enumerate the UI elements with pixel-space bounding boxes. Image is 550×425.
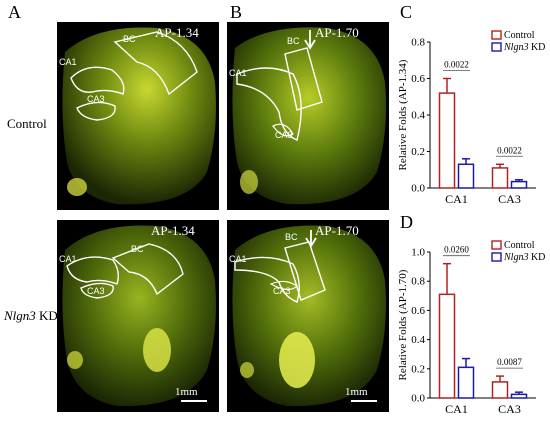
x-tick-label: CA1 bbox=[445, 192, 468, 206]
y-tick-label: 0.4 bbox=[411, 334, 425, 346]
x-tick-label: CA3 bbox=[498, 402, 521, 416]
x-tick-label: CA1 bbox=[445, 402, 468, 416]
y-tick-label: 1.0 bbox=[411, 247, 425, 259]
legend-label: Nlgn3 KD bbox=[503, 252, 545, 263]
micrograph-a-control: AP-1.34 BC CA1 CA3 bbox=[57, 22, 219, 210]
region-label-ca1: CA1 bbox=[59, 254, 77, 264]
micrograph-b-kd: AP-1.70 BC CA1 CA3 1mm bbox=[227, 220, 389, 412]
region-label-bc: BC bbox=[287, 36, 300, 46]
micrograph-b-control: AP-1.70 BC CA1 CA3 bbox=[227, 22, 389, 210]
row-label-kd-suffix: KD bbox=[35, 308, 58, 323]
ap-label: AP-1.34 bbox=[151, 223, 195, 238]
region-label-ca3: CA3 bbox=[87, 286, 105, 296]
legend-swatch bbox=[491, 252, 502, 262]
region-label-ca3: CA3 bbox=[87, 94, 105, 104]
panel-letter-d: D bbox=[400, 212, 413, 232]
scale-bar-label: 1mm bbox=[175, 386, 198, 398]
y-axis-label: Relative Folds (AP-1.34) bbox=[397, 59, 409, 170]
bar bbox=[491, 167, 509, 189]
p-value-label: 0.0087 bbox=[497, 357, 522, 367]
panel-letter-c: C bbox=[400, 2, 413, 22]
region-label-ca3: CA3 bbox=[275, 130, 293, 140]
legend-label: Control bbox=[504, 240, 535, 251]
y-tick-label: 0.0 bbox=[411, 183, 425, 195]
panel-letter-a: A bbox=[8, 2, 21, 22]
legend-label: Control bbox=[504, 30, 535, 41]
micrograph-b-kd-svg bbox=[232, 225, 386, 407]
region-label-ca1: CA1 bbox=[229, 68, 247, 78]
bar bbox=[491, 381, 509, 399]
y-tick-label: 0.2 bbox=[411, 146, 425, 158]
ap-label: AP-1.34 bbox=[155, 25, 199, 40]
p-value-label: 0.0260 bbox=[444, 245, 469, 255]
y-tick-label: 0.4 bbox=[411, 110, 425, 122]
region-label-ca1: CA1 bbox=[229, 254, 247, 264]
legend-swatch bbox=[491, 30, 502, 40]
ap-label: AP-1.70 bbox=[315, 25, 359, 40]
y-tick-label: 0.0 bbox=[411, 393, 425, 405]
legend-swatch bbox=[491, 240, 502, 250]
scale-bar-label: 1mm bbox=[345, 386, 368, 398]
row-label-kd-gene: Nlgn3 bbox=[4, 308, 36, 323]
bar bbox=[457, 163, 475, 189]
bar bbox=[438, 293, 456, 399]
bar bbox=[438, 92, 456, 189]
row-label-kd: Nlgn3 KD bbox=[4, 308, 58, 324]
row-label-control: Control bbox=[7, 116, 47, 131]
y-axis-label: Relative Folds (AP-1.70) bbox=[397, 269, 409, 380]
region-label-bc: BC bbox=[285, 232, 298, 242]
x-tick-label: CA3 bbox=[498, 192, 521, 206]
bar bbox=[457, 366, 475, 399]
region-label-bc: BC bbox=[123, 34, 136, 44]
p-value-label: 0.0022 bbox=[444, 60, 469, 70]
y-tick-label: 0.8 bbox=[411, 37, 425, 49]
bar bbox=[510, 180, 528, 189]
y-tick-label: 0.2 bbox=[411, 363, 425, 375]
y-tick-label: 0.8 bbox=[411, 276, 425, 288]
ap-label: AP-1.70 bbox=[315, 223, 359, 238]
legend-swatch bbox=[491, 42, 502, 52]
region-label-ca3: CA3 bbox=[273, 286, 291, 296]
legend-label: Nlgn3 KD bbox=[503, 42, 545, 53]
micrograph-b-control-svg bbox=[232, 27, 386, 205]
region-label-ca1: CA1 bbox=[59, 57, 77, 67]
y-tick-label: 0.6 bbox=[411, 305, 425, 317]
micrograph-a-kd: AP-1.34 BC CA1 CA3 1mm bbox=[57, 220, 219, 412]
panel-letter-b: B bbox=[230, 2, 243, 22]
bar bbox=[510, 393, 528, 399]
region-label-bc: BC bbox=[131, 244, 144, 254]
p-value-label: 0.0022 bbox=[497, 145, 522, 155]
micrograph-a-kd-svg bbox=[62, 225, 216, 407]
y-tick-label: 0.6 bbox=[411, 73, 425, 85]
micrograph-a-control-svg bbox=[62, 27, 216, 205]
